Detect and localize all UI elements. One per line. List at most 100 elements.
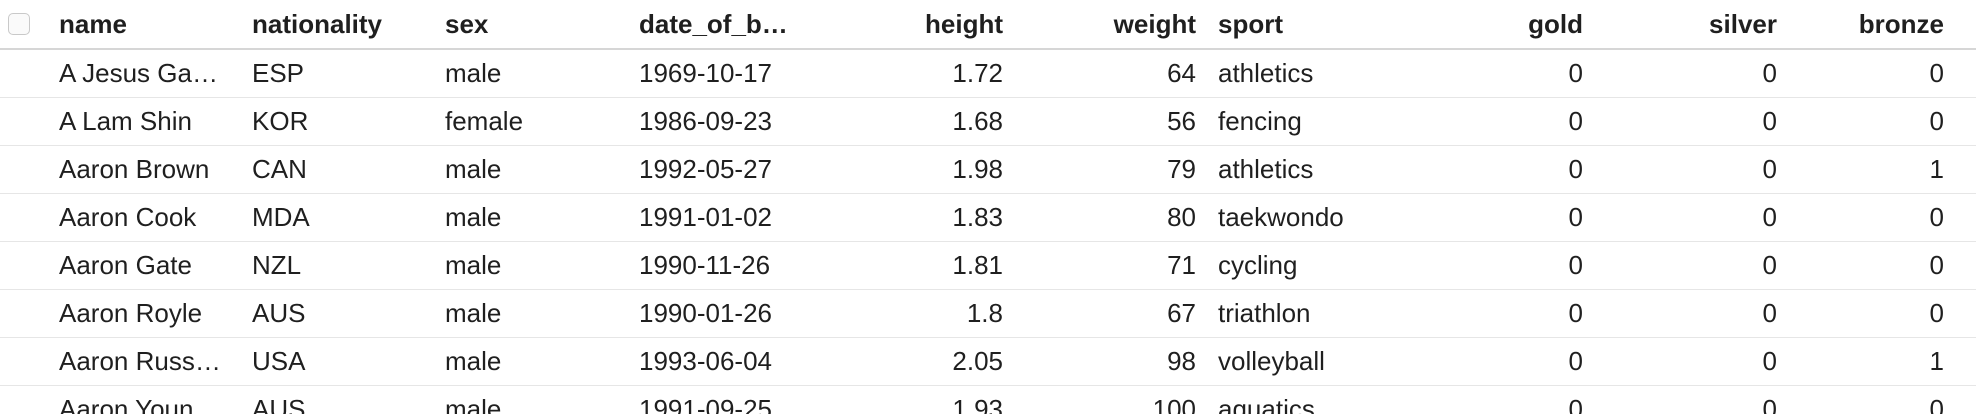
table-cell: male [445,298,502,328]
table-cell: 0 [1568,394,1583,414]
table-cell: 1 [1929,154,1944,184]
table-cell: 0 [1762,394,1777,414]
table-cell: 0 [1762,58,1777,88]
table-cell: 79 [1167,154,1196,184]
table-cell: Aaron Cook [59,202,197,232]
table-cell: 1.68 [952,106,1003,136]
table-cell: 0 [1762,298,1777,328]
table-cell: 0 [1929,202,1944,232]
table-cell: 0 [1929,298,1944,328]
table-cell: 0 [1762,250,1777,280]
table-row[interactable]: A Jesus Ga… ESP male 1969-10-17 1.72 64 athlet… [0,50,1976,98]
table-row[interactable]: Aaron Gate NZL male 1990-11-26 1.81 71 cycling… [0,242,1976,290]
table-cell: male [445,346,502,376]
table-cell: 100 [1152,394,1196,414]
table-cell: 0 [1568,346,1583,376]
table-cell: 0 [1929,106,1944,136]
table-cell: Aaron Royle [59,298,203,328]
table-cell: 0 [1762,106,1777,136]
table-cell: 0 [1929,250,1944,280]
column-header[interactable]: date_of_b… [639,8,788,39]
table-row[interactable]: Aaron Royle AUS male 1990-01-26 1.8 67 triathl… [0,290,1976,338]
table-cell: 0 [1762,346,1777,376]
table-cell: 0 [1568,154,1583,184]
table-cell: 0 [1762,202,1777,232]
table-row[interactable]: Aaron Brown CAN male 1992-05-27 1.98 79 athlet… [0,146,1976,194]
header-row: name nationality sex date_of_b… height weight… [0,0,1976,50]
table-cell: 1.8 [966,298,1003,328]
column-header[interactable]: sex [445,8,489,39]
table-cell: AUS [252,394,306,414]
table-cell: Aaron Brown [59,154,210,184]
table-cell: male [445,154,502,184]
table-cell: triathlon [1218,298,1311,328]
table-cell: 0 [1568,298,1583,328]
table-cell: 1.81 [952,250,1003,280]
table-cell: Aaron Youn… [59,394,220,414]
table-cell: 1990-01-26 [639,298,772,328]
table-cell: 80 [1167,202,1196,232]
table-cell: 1.93 [952,394,1003,414]
table-cell: male [445,250,502,280]
column-header[interactable]: height [925,8,1003,39]
table-row[interactable]: Aaron Russ… USA male 1993-06-04 2.05 98 volley… [0,338,1976,386]
table-cell: 2.05 [952,346,1003,376]
table-cell: 64 [1167,58,1196,88]
table-cell: volleyball [1218,346,1325,376]
table-cell: A Lam Shin [59,106,192,136]
column-header[interactable]: weight [1113,8,1196,39]
column-header[interactable]: gold [1528,8,1583,39]
table-cell: male [445,58,502,88]
table-cell: male [445,394,502,414]
column-header[interactable]: sport [1218,8,1283,39]
table-cell: MDA [252,202,310,232]
table-cell: taekwondo [1218,202,1344,232]
table-cell: 0 [1568,58,1583,88]
table-cell: 67 [1167,298,1196,328]
table-cell: athletics [1218,58,1314,88]
table-row[interactable]: Aaron Cook MDA male 1991-01-02 1.83 80 taekwon… [0,194,1976,242]
table-cell: ESP [252,58,305,88]
table-cell: athletics [1218,154,1314,184]
table-cell: KOR [252,106,309,136]
column-header[interactable]: name [59,8,127,39]
table-cell: Aaron Gate [59,250,192,280]
table-cell: A Jesus Ga… [59,58,218,88]
table-cell: 1 [1929,346,1944,376]
table-cell: CAN [252,154,307,184]
table-cell: 1.83 [952,202,1003,232]
table-cell: 1993-06-04 [639,346,772,376]
table-cell: Aaron Russ… [59,346,221,376]
table-cell: 71 [1167,250,1196,280]
column-header[interactable]: silver [1709,8,1777,39]
table-cell: female [445,106,524,136]
table-cell: NZL [252,250,302,280]
column-header[interactable]: bronze [1858,8,1944,39]
table-cell: cycling [1218,250,1298,280]
table-cell: 0 [1568,106,1583,136]
table-cell: male [445,202,502,232]
table-cell: 1.98 [952,154,1003,184]
table-cell: USA [252,346,306,376]
table-cell: 1969-10-17 [639,58,772,88]
table-cell: 0 [1929,394,1944,414]
table-cell: 1991-01-02 [639,202,772,232]
table-row[interactable]: A Lam Shin KOR female 1986-09-23 1.68 56 fenci… [0,98,1976,146]
table-cell: 1986-09-23 [639,106,772,136]
table-cell: AUS [252,298,306,328]
table-cell: fencing [1218,106,1302,136]
table-cell: aquatics [1218,394,1315,414]
column-header[interactable]: nationality [252,8,383,39]
table-cell: 0 [1568,202,1583,232]
table-cell: 56 [1167,106,1196,136]
table-cell: 1990-11-26 [639,250,771,280]
table-cell: 0 [1568,250,1583,280]
table-cell: 0 [1762,154,1777,184]
table-cell: 1.72 [952,58,1003,88]
table-cell: 1992-05-27 [639,154,772,184]
table-row[interactable]: Aaron Youn… AUS male 1991-09-25 1.93 100 aquat… [0,386,1976,414]
select-all-checkbox[interactable] [8,13,30,35]
table-cell: 0 [1929,58,1944,88]
